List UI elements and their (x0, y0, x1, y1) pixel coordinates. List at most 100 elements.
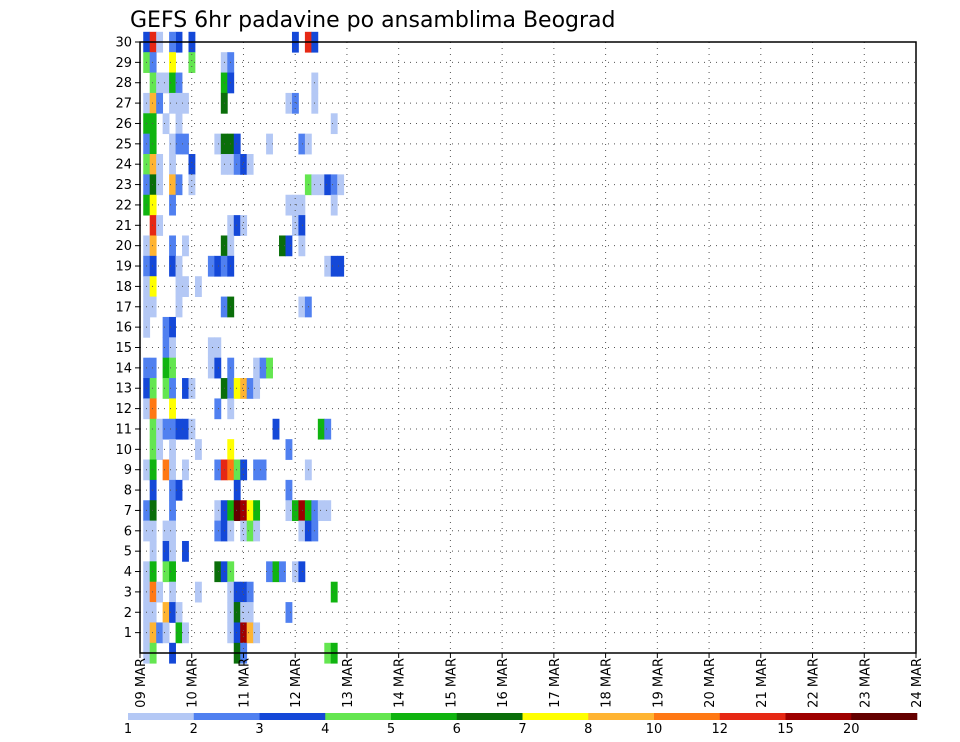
heatmap-cell (298, 194, 306, 216)
colorbar-label: 1 (124, 722, 132, 737)
y-tick-label: 27 (115, 97, 132, 112)
y-tick-label: 26 (115, 117, 132, 132)
heatmap-cell (182, 133, 189, 155)
heatmap-cell (233, 581, 241, 603)
colorbar-swatch (851, 713, 918, 720)
heatmap-cell (214, 561, 222, 583)
heatmap-cell (291, 215, 299, 236)
heatmap-cell (246, 500, 254, 522)
heatmap-cell (175, 255, 183, 277)
x-tick-label: 10 MAR (186, 658, 201, 708)
y-tick-label: 12 (115, 402, 132, 417)
heatmap-cell (169, 540, 176, 562)
heatmap-cell (175, 174, 183, 196)
heatmap-cell (175, 133, 183, 155)
y-tick-label: 23 (115, 178, 132, 193)
heatmap-cell (169, 418, 176, 440)
heatmap-cell (298, 500, 306, 522)
heatmap-cell (214, 500, 222, 522)
colorbar: 1 2 3 4 5 6 7 8 10 12 15 20 (124, 713, 918, 737)
heatmap-cell (169, 500, 176, 522)
heatmap-cell (207, 255, 215, 277)
y-tick-label: 15 (115, 341, 132, 356)
x-tick-label: 19 MAR (651, 658, 666, 708)
heatmap-cell (175, 479, 183, 501)
heatmap-cell (149, 133, 157, 155)
heatmap-cell (214, 520, 222, 542)
heatmap-cell (169, 316, 176, 338)
colorbar-label: 4 (321, 722, 329, 737)
heatmap-cell (149, 154, 157, 175)
y-tick-label: 9 (124, 463, 132, 478)
heatmap-cell (240, 215, 248, 236)
colorbar-label: 12 (711, 722, 728, 737)
heatmap-cell (182, 276, 189, 297)
heatmap-cell (246, 622, 254, 644)
heatmap-cell (156, 92, 164, 114)
heatmap-cell (188, 154, 196, 175)
heatmap-cell (272, 418, 280, 440)
y-tick-label: 8 (124, 484, 132, 499)
y-tick-label: 5 (124, 545, 132, 560)
heatmap-cell (298, 296, 306, 318)
heatmap-cell (175, 602, 183, 623)
colorbar-swatch (259, 713, 326, 720)
heatmap-cell (285, 479, 293, 501)
y-tick-label: 16 (115, 321, 132, 336)
plot-frame (139, 41, 917, 654)
heatmap-cell (207, 357, 215, 379)
heatmap-cell (169, 337, 176, 359)
colorbar-label: 5 (387, 722, 395, 737)
y-tick-label: 2 (124, 606, 132, 621)
heatmap-cell (169, 174, 176, 196)
heatmap-cell (233, 133, 241, 155)
heatmap-cell (149, 72, 157, 94)
heatmap-cell (156, 439, 164, 460)
heatmap-cell (246, 154, 254, 175)
y-tick-label: 18 (115, 280, 132, 295)
heatmap-cell (291, 92, 299, 114)
heatmap-cell (298, 215, 306, 236)
heatmap-cell (156, 215, 164, 236)
heatmap-cell (253, 357, 261, 379)
y-tick-label: 28 (115, 76, 132, 91)
heatmap-cell (194, 439, 202, 460)
y-tick-label: 29 (115, 56, 132, 71)
heatmap-cell (240, 378, 248, 399)
x-tick-label: 16 MAR (496, 658, 511, 708)
heatmap-cell (240, 622, 248, 644)
heatmap-cell (169, 72, 176, 94)
heatmap-cell (169, 398, 176, 420)
x-tick-label: 17 MAR (548, 658, 563, 708)
x-tick-label: 12 MAR (289, 658, 304, 708)
heatmap-cell (233, 479, 241, 501)
heatmap-cell (149, 92, 157, 114)
x-tick-label: 20 MAR (703, 658, 718, 708)
heatmap-cell (149, 255, 157, 277)
heatmap-cell (298, 561, 306, 583)
heatmap-cell (169, 255, 176, 277)
heatmap-cell (246, 602, 254, 623)
heatmap-cell (246, 520, 254, 542)
heatmap-cell (188, 418, 196, 440)
colorbar-label: 10 (646, 722, 663, 737)
colorbar-label: 8 (584, 722, 592, 737)
heatmap-cell (162, 72, 170, 94)
heatmap-cell (233, 602, 241, 623)
heatmap-cell (149, 622, 157, 644)
heatmap-cell (324, 174, 332, 196)
x-tick-label: 22 MAR (807, 658, 822, 708)
heatmap-cell (317, 500, 325, 522)
x-tick-label: 11 MAR (237, 658, 252, 708)
heatmap-cell (324, 255, 332, 277)
heatmap-cell (149, 276, 157, 297)
heatmap-cell (149, 439, 157, 460)
heatmap-cell (279, 235, 286, 257)
colorbar-swatch (456, 713, 523, 720)
heatmap-cell (156, 154, 164, 175)
heatmap-cell (337, 174, 345, 196)
colorbar-swatch (391, 713, 458, 720)
heatmap-cell (175, 72, 183, 94)
heatmap-cell (169, 520, 176, 542)
